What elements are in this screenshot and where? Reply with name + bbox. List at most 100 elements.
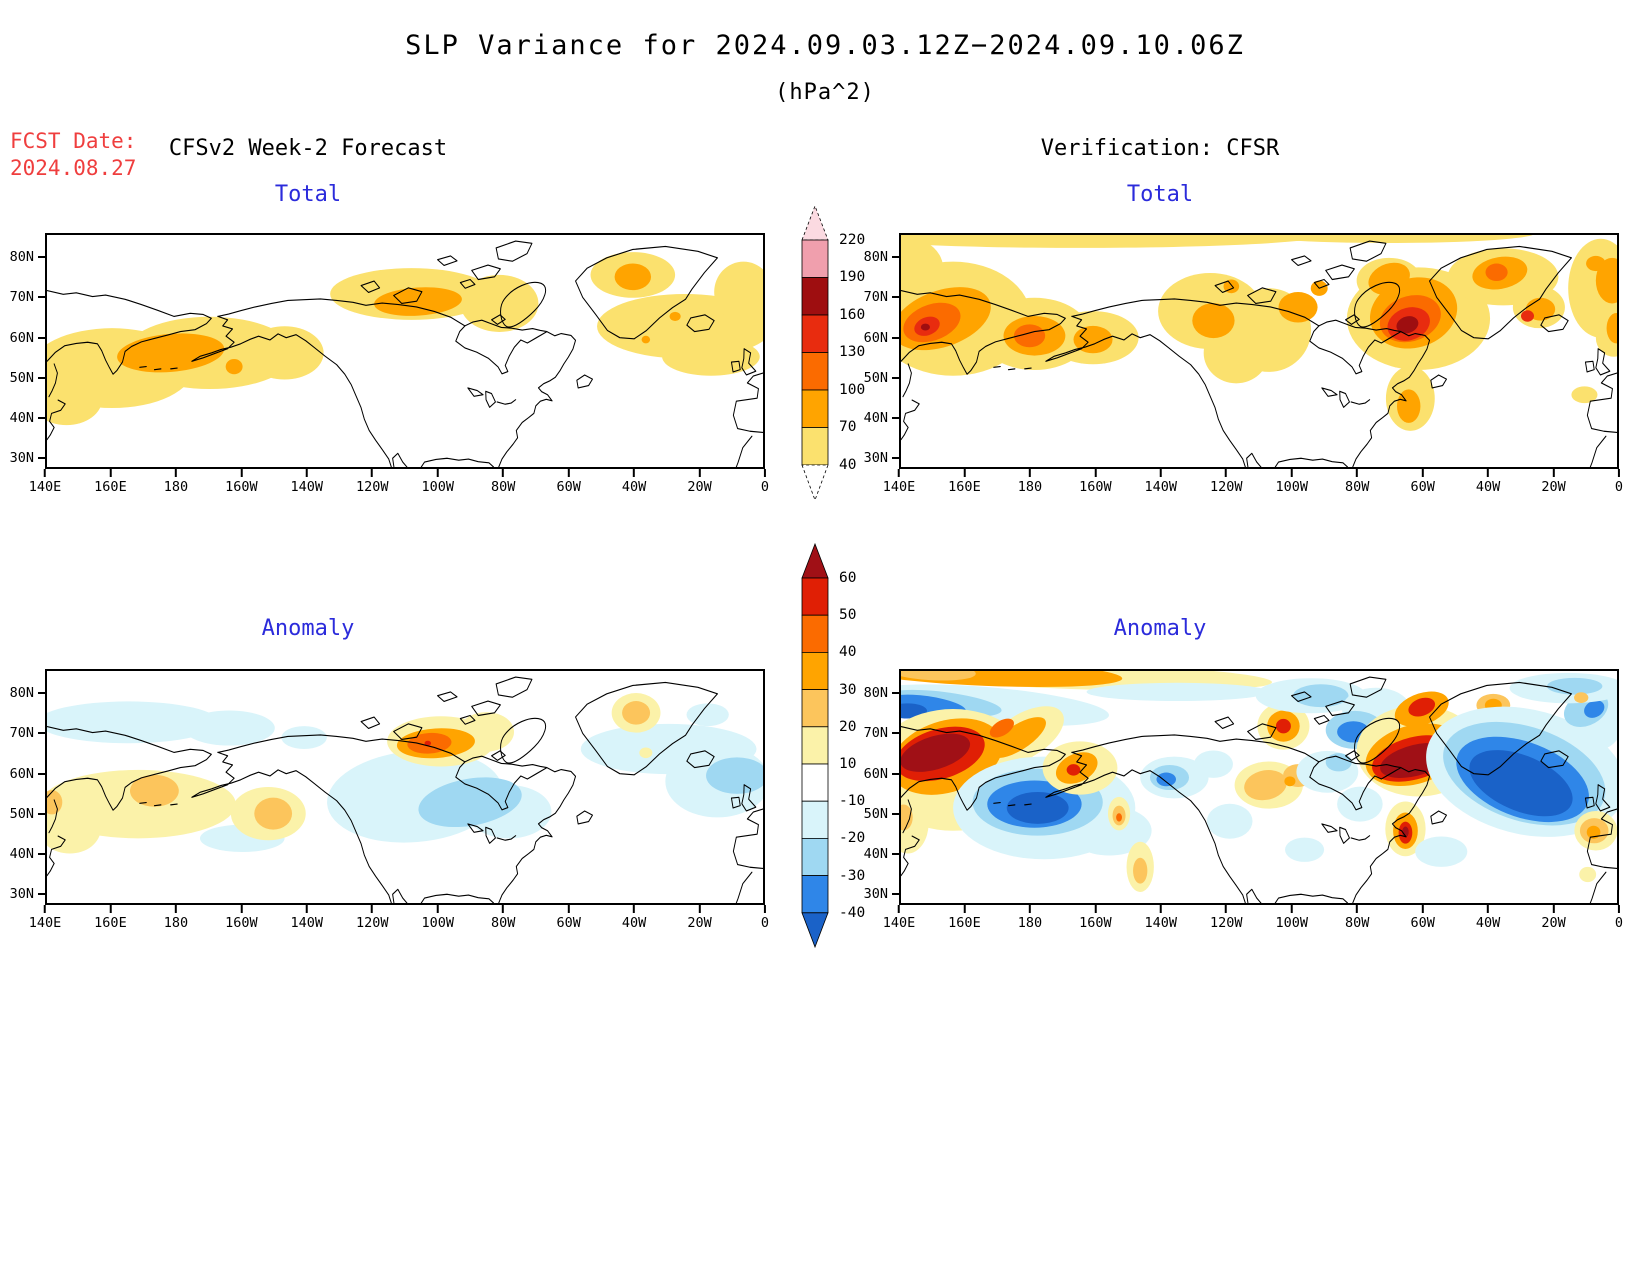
lat-tick-4: 40N (864, 410, 899, 426)
cbt-label-4: 100 (839, 382, 866, 398)
colorbar-total: 220 190 160 130 100 70 40 (797, 203, 867, 513)
lat-axis: 80N 70N 60N 50N 40N 30N (853, 233, 899, 469)
page-title: SLP Variance for 2024.09.03.12Z−2024.09.… (405, 30, 1245, 61)
lat-tick-0: 80N (864, 249, 899, 265)
lon-tick-9: 40W (621, 915, 647, 931)
lon-tick-2: 180 (1017, 479, 1043, 495)
contour-fills-forecast-anomaly (47, 693, 763, 854)
lon-tick-2: 180 (163, 915, 189, 931)
lat-tick-4: 40N (10, 410, 45, 426)
lon-tick-9: 40W (1475, 479, 1501, 495)
cba-label-0: 60 (839, 570, 857, 586)
lon-axis: 140E 160E 180 160W 140W 120W 100W 80W 60W 40W 20W 0 (883, 469, 1623, 499)
lat-tick-5: 30N (10, 450, 45, 466)
map-frame (899, 233, 1619, 469)
colorbar-anomaly-swatches (801, 542, 829, 949)
lon-tick-7: 80W (491, 915, 516, 931)
verification-column-header: Verification: CFSR (1040, 136, 1280, 161)
cbt-label-6: 40 (839, 457, 857, 473)
lon-axis: 140E 160E 180 160W 140W 120W 100W 80W 60W 40W 20W 0 (29, 905, 769, 935)
lon-tick-5: 120W (1209, 479, 1243, 495)
lon-tick-9: 40W (1475, 915, 1501, 931)
map-frame (899, 669, 1619, 905)
lon-tick-4: 140W (1144, 479, 1178, 495)
lon-tick-8: 60W (556, 479, 581, 495)
verification-total-title: Total (1126, 182, 1194, 207)
lon-axis: 140E 160E 180 160W 140W 120W 100W 80W 60W 40W 20W 0 (29, 469, 769, 499)
lat-axis: 80N 70N 60N 50N 40N 30N (0, 233, 45, 469)
colorbar-anomaly: 60 50 40 30 20 10 -10 -20 -30 -40 (797, 540, 867, 965)
lat-tick-5: 30N (864, 886, 899, 902)
lon-tick-11: 0 (760, 915, 770, 931)
lon-tick-9: 40W (621, 479, 647, 495)
cbt-label-5: 70 (839, 419, 857, 435)
lon-tick-8: 60W (1410, 479, 1435, 495)
lon-tick-11: 0 (1614, 479, 1624, 495)
cbt-label-0: 220 (839, 232, 866, 248)
lat-tick-3: 50N (864, 806, 899, 822)
cba-label-4: 20 (839, 719, 857, 735)
lat-axis: 80N 70N 60N 50N 40N 30N (853, 669, 899, 905)
lon-tick-11: 0 (760, 479, 770, 495)
cbt-label-3: 130 (839, 344, 866, 360)
lat-tick-3: 50N (864, 370, 899, 386)
lat-tick-4: 40N (864, 846, 899, 862)
lon-tick-7: 80W (1345, 915, 1370, 931)
lat-tick-3: 50N (10, 806, 45, 822)
lon-tick-0: 140E (882, 915, 916, 931)
forecast-anomaly-title: Anomaly (261, 616, 355, 641)
lat-tick-1: 70N (10, 289, 45, 305)
map-forecast-total: 80N 70N 60N 50N 40N 30N 140E 160E 180 160W 140W 12… (10, 233, 769, 495)
cbt-label-2: 160 (839, 307, 866, 323)
lon-tick-2: 180 (1017, 915, 1043, 931)
lat-tick-0: 80N (10, 685, 45, 701)
lat-tick-2: 60N (864, 330, 899, 346)
lat-tick-4: 40N (10, 846, 45, 862)
lon-tick-6: 100W (1275, 479, 1309, 495)
forecast-column-header: CFSv2 Week-2 Forecast (168, 136, 448, 161)
lon-tick-1: 160E (948, 479, 981, 495)
lon-tick-8: 60W (1410, 915, 1435, 931)
map-forecast-anomaly: 80N 70N 60N 50N 40N 30N (10, 669, 769, 931)
lon-tick-7: 80W (491, 479, 516, 495)
lon-tick-0: 140E (28, 479, 62, 495)
contour-fills-verification-total (901, 235, 1617, 431)
lon-tick-3: 160W (1079, 479, 1112, 495)
lat-tick-2: 60N (10, 330, 45, 346)
lat-tick-0: 80N (10, 249, 45, 265)
lon-tick-8: 60W (556, 915, 581, 931)
fcst-date-label: FCST Date: (10, 129, 137, 153)
lat-tick-5: 30N (10, 886, 45, 902)
lon-tick-4: 140W (290, 479, 324, 495)
lat-tick-1: 70N (864, 289, 899, 305)
lon-tick-5: 120W (355, 479, 389, 495)
lon-tick-1: 160E (948, 915, 981, 931)
lon-tick-3: 160W (1079, 915, 1112, 931)
map-verification-total: 80N 70N 60N 50N 40N 30N (864, 233, 1623, 495)
lon-tick-3: 160W (225, 479, 258, 495)
map-verification-anomaly: 80N 70N 60N 50N 40N 30N (864, 669, 1623, 931)
lon-tick-4: 140W (1144, 915, 1178, 931)
cbt-label-1: 190 (839, 269, 866, 285)
lon-axis: 140E 160E 180 160W 140W 120W 100W 80W 60W 40W 20W 0 (883, 905, 1623, 935)
cba-label-6: -10 (839, 793, 866, 809)
lon-tick-3: 160W (225, 915, 258, 931)
cba-label-5: 10 (839, 756, 857, 772)
lat-tick-3: 50N (10, 370, 45, 386)
lat-tick-1: 70N (10, 725, 45, 741)
colorbar-total-swatches (801, 204, 829, 502)
lon-tick-1: 160E (94, 915, 127, 931)
page-subtitle: (hPa^2) (775, 80, 875, 105)
lon-tick-10: 20W (687, 915, 712, 931)
cba-label-8: -30 (839, 868, 866, 884)
lon-tick-11: 0 (1614, 915, 1624, 931)
lon-tick-2: 180 (163, 479, 189, 495)
lon-tick-4: 140W (290, 915, 324, 931)
fcst-date-value: 2024.08.27 (10, 156, 137, 180)
cba-label-3: 30 (839, 682, 857, 698)
forecast-total-title: Total (274, 182, 342, 207)
lat-axis: 80N 70N 60N 50N 40N 30N (0, 669, 45, 905)
lon-tick-5: 120W (1209, 915, 1243, 931)
lat-tick-2: 60N (10, 766, 45, 782)
